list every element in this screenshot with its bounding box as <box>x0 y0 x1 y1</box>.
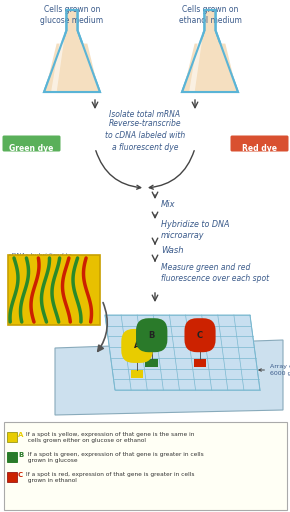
Polygon shape <box>182 10 238 92</box>
Text: Wash: Wash <box>161 246 184 255</box>
Polygon shape <box>51 33 65 92</box>
Text: If a spot is green, expression of that gene is greater in cells
  grown in gluco: If a spot is green, expression of that g… <box>24 452 204 463</box>
Polygon shape <box>189 33 203 92</box>
Polygon shape <box>44 10 100 92</box>
Text: C: C <box>197 331 203 340</box>
Text: If a spot is yellow, expression of that gene is the same in
  cells grown either: If a spot is yellow, expression of that … <box>24 432 194 443</box>
Text: B: B <box>148 331 155 340</box>
Polygon shape <box>55 340 283 415</box>
Polygon shape <box>105 315 260 390</box>
Bar <box>130 370 144 378</box>
Text: Red dye: Red dye <box>242 144 276 153</box>
Text: Hybridize to DNA
microarray: Hybridize to DNA microarray <box>161 220 229 240</box>
Text: Green dye: Green dye <box>9 144 53 153</box>
Text: If a spot is red, expression of that gene is greater in cells
  grown in ethanol: If a spot is red, expression of that gen… <box>24 472 195 483</box>
FancyBboxPatch shape <box>4 422 287 510</box>
Bar <box>145 359 158 367</box>
FancyArrowPatch shape <box>96 151 141 189</box>
Text: Measure green and red
fluorescence over each spot: Measure green and red fluorescence over … <box>161 263 269 283</box>
FancyArrowPatch shape <box>149 151 194 189</box>
Text: Mix: Mix <box>161 200 176 209</box>
Text: Cells grown on
glucose medium: Cells grown on glucose medium <box>40 5 104 25</box>
Text: B: B <box>18 452 23 458</box>
Text: Cells grown on
ethanol medium: Cells grown on ethanol medium <box>179 5 242 25</box>
FancyBboxPatch shape <box>231 136 289 152</box>
Polygon shape <box>45 44 99 92</box>
FancyBboxPatch shape <box>8 255 100 325</box>
Bar <box>194 359 206 367</box>
Text: cDNAs hybridized to
DNAs for a single gene: cDNAs hybridized to DNAs for a single ge… <box>8 253 80 264</box>
Polygon shape <box>183 44 237 92</box>
Text: A: A <box>18 432 23 438</box>
Text: C: C <box>18 472 23 478</box>
FancyBboxPatch shape <box>3 136 61 152</box>
FancyBboxPatch shape <box>6 452 17 461</box>
FancyArrowPatch shape <box>98 303 107 351</box>
FancyBboxPatch shape <box>6 472 17 481</box>
Text: Array of
6000 genes: Array of 6000 genes <box>259 365 290 376</box>
Text: Reverse-transcribe
to cDNA labeled with
a fluorescent dye: Reverse-transcribe to cDNA labeled with … <box>105 119 185 152</box>
FancyBboxPatch shape <box>6 432 17 441</box>
Text: Isolate total mRNA: Isolate total mRNA <box>109 110 181 119</box>
Text: A: A <box>134 342 140 350</box>
